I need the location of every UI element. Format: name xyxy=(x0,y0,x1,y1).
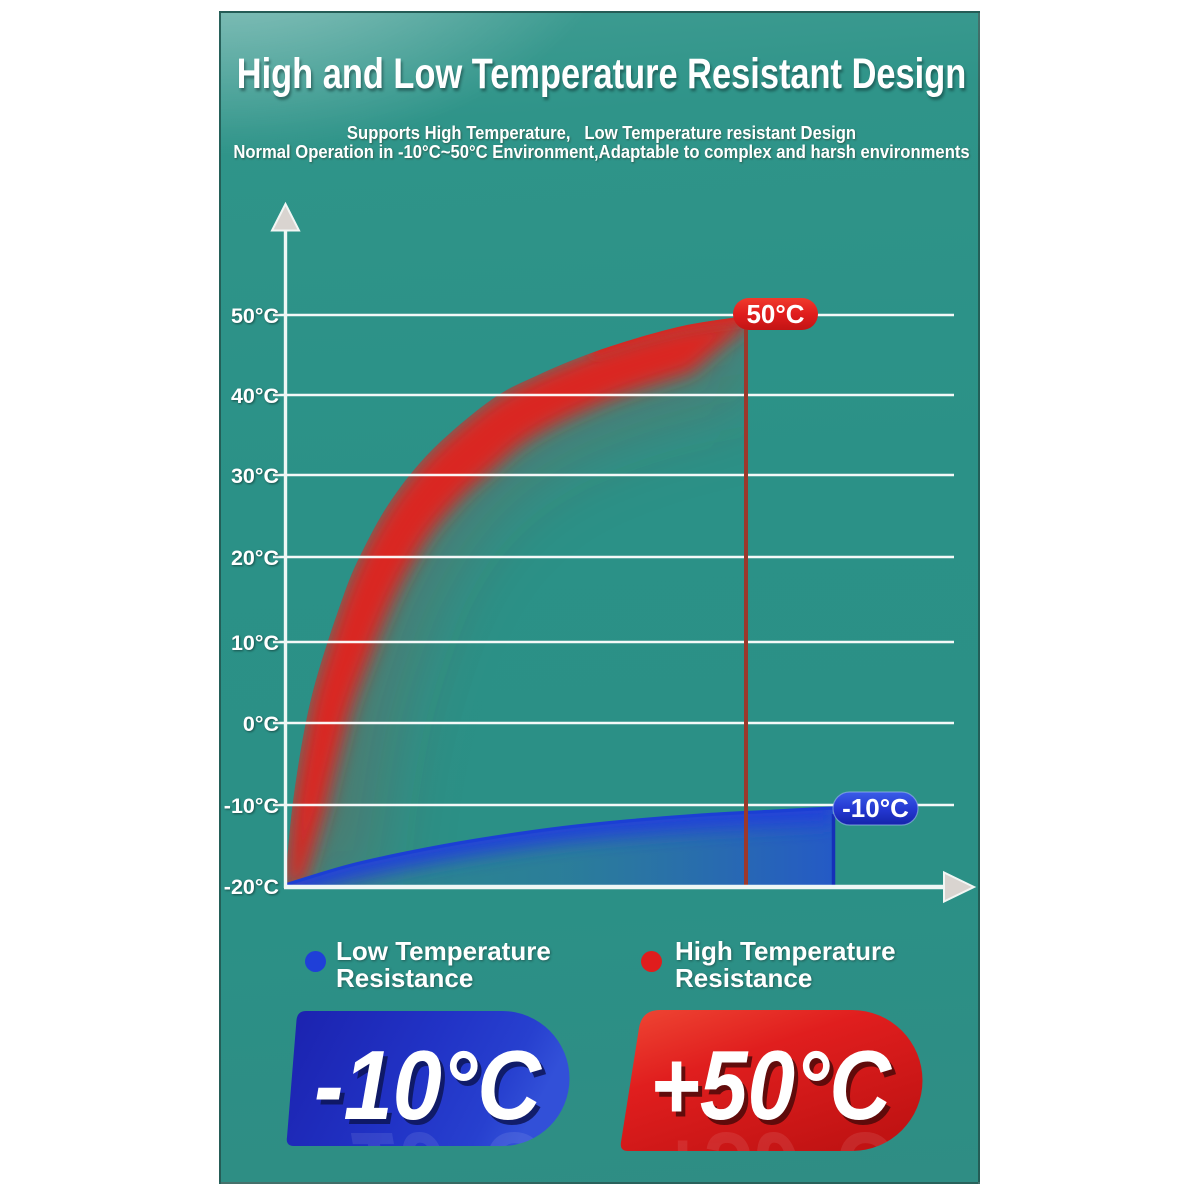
svg-text:-10°C: -10°C xyxy=(318,1035,546,1145)
svg-text:20°C: 20°C xyxy=(231,546,279,570)
svg-text:50°C: 50°C xyxy=(231,304,279,328)
svg-text:40°C: 40°C xyxy=(231,384,279,408)
svg-text:50°C: 50°C xyxy=(746,299,804,329)
svg-text:+50°C: +50°C xyxy=(650,1030,892,1140)
svg-text:-10°C: -10°C xyxy=(314,1030,542,1140)
svg-text:+50°C: +50°C xyxy=(654,1035,896,1145)
svg-text:-10°C: -10°C xyxy=(320,1112,548,1186)
svg-text:0°C: 0°C xyxy=(243,712,279,736)
svg-text:-10°C: -10°C xyxy=(842,793,909,823)
svg-text:-10°C: -10°C xyxy=(224,794,279,818)
svg-text:+50°C: +50°C xyxy=(656,1112,898,1186)
svg-text:30°C: 30°C xyxy=(231,464,279,488)
svg-text:10°C: 10°C xyxy=(231,631,279,655)
svg-text:-20°C: -20°C xyxy=(224,875,279,899)
